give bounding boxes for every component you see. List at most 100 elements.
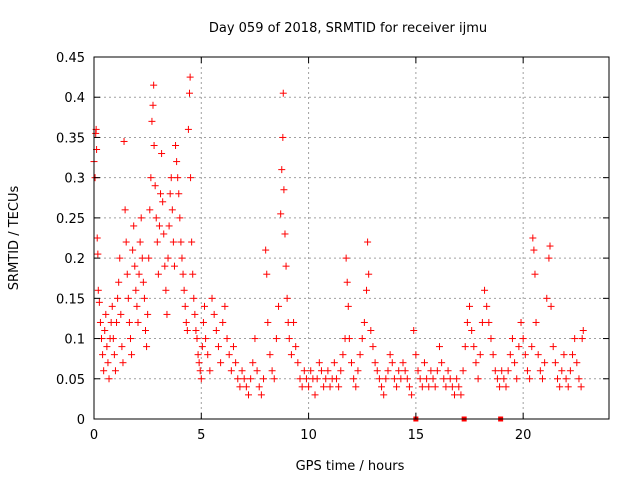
data-point [360,318,368,326]
data-point [287,351,295,359]
data-point [573,359,581,367]
data-point [197,375,205,383]
data-point [234,375,242,383]
data-point [536,367,544,375]
data-point [135,270,143,278]
y-axis-ticks: 0 0.05 0.1 0.15 0.2 0.25 0.3 0.35 0.4 0.45 [56,51,609,428]
data-point [320,383,328,391]
data-point [160,230,168,238]
data-point [210,310,218,318]
data-point [101,327,109,335]
data-point [123,270,131,278]
data-point [416,375,424,383]
data-point [251,335,259,343]
data-point [481,286,489,294]
data-point [96,318,104,326]
data-point [448,383,456,391]
data-point [253,367,261,375]
data-point [143,343,151,351]
data-point [268,367,276,375]
data-point [153,238,161,246]
x-tick-label: 20 [515,428,532,443]
data-point [169,238,177,246]
data-point [190,294,198,302]
plot-area [90,73,587,422]
data-point [451,391,458,399]
data-point [296,375,304,383]
data-point [159,198,167,206]
data-point [122,238,130,246]
data-point [526,375,534,383]
data-point [311,391,319,399]
data-point [128,351,136,359]
data-point [459,367,467,375]
data-point [575,375,583,383]
data-point [188,238,196,246]
data-point [364,238,372,246]
data-point [133,302,141,310]
data-point [236,383,244,391]
data-point [155,222,163,230]
data-point [380,391,388,399]
data-point [184,125,192,133]
data-point [498,367,506,375]
data-point [262,246,270,254]
data-point [147,174,155,182]
data-point [429,375,437,383]
data-point [151,182,159,190]
data-point [163,310,171,318]
data-point [275,302,283,310]
data-point [139,278,147,286]
data-point [504,367,512,375]
data-point [152,214,160,222]
data-point [186,73,194,81]
data-point [177,238,185,246]
data-point [94,250,102,258]
data-point [369,343,377,351]
data-point [272,335,280,343]
data-point [113,318,121,326]
data-point [373,367,381,375]
data-point [408,391,416,399]
data-point [578,335,586,343]
data-point [182,318,190,326]
data-point [149,101,157,109]
data-point [199,318,207,326]
data-point [154,270,162,278]
data-point [418,383,426,391]
data-point [264,318,272,326]
data-point [474,375,482,383]
data-point [558,367,566,375]
data-point [343,278,351,286]
data-point [365,270,373,278]
data-point [255,383,263,391]
data-point [386,351,394,359]
data-point [279,89,287,97]
data-point [478,318,486,326]
data-point [191,310,199,318]
data-point [529,234,537,242]
data-point [285,335,293,343]
data-point [172,141,180,149]
data-point [489,351,497,359]
data-point [165,222,173,230]
data-point [485,318,493,326]
data-point [136,238,144,246]
data-point [547,302,555,310]
data-point [132,286,140,294]
data-point [232,359,240,367]
data-point [423,375,431,383]
data-point [528,343,536,351]
data-point [282,262,290,270]
data-point [457,391,465,399]
data-point [395,367,403,375]
data-point [137,214,145,222]
data-point [294,359,302,367]
data-point [94,286,102,294]
data-point [138,254,146,262]
data-point [95,298,103,306]
data-point [491,367,499,375]
data-point [476,351,484,359]
data-point [345,335,353,343]
data-point [455,383,463,391]
